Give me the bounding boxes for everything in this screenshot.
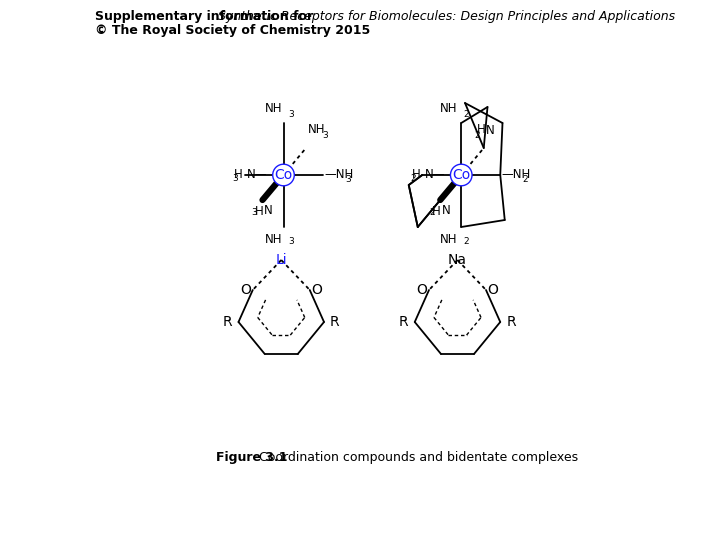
Text: Co: Co: [452, 168, 470, 182]
Text: O: O: [311, 283, 322, 297]
Text: O: O: [417, 283, 428, 297]
Text: N: N: [264, 204, 273, 217]
Text: Figure 3.1: Figure 3.1: [216, 450, 287, 463]
Text: 2: 2: [464, 237, 469, 246]
Text: NH: NH: [308, 123, 325, 136]
Text: N: N: [486, 124, 495, 137]
Text: 3: 3: [251, 208, 257, 217]
Text: Supplementary information for: Supplementary information for: [95, 10, 318, 23]
Text: H: H: [254, 205, 264, 218]
Text: NH: NH: [440, 233, 457, 246]
Text: 2: 2: [429, 208, 435, 217]
Text: NH: NH: [440, 102, 457, 115]
Text: N—: N—: [247, 168, 267, 181]
Text: R: R: [330, 315, 340, 329]
Text: R: R: [399, 315, 409, 329]
Text: 2: 2: [410, 174, 415, 183]
Text: Na: Na: [448, 253, 467, 267]
Text: © The Royal Society of Chemistry 2015: © The Royal Society of Chemistry 2015: [95, 24, 371, 37]
Text: NH: NH: [265, 102, 283, 115]
Text: NH: NH: [265, 233, 283, 246]
Text: 3: 3: [345, 174, 351, 184]
Text: R: R: [506, 315, 516, 329]
Text: 3: 3: [232, 174, 238, 183]
Text: Li: Li: [276, 253, 287, 267]
Text: N—: N—: [425, 168, 445, 181]
Text: 2: 2: [464, 110, 469, 119]
Text: 2: 2: [523, 174, 528, 184]
Text: H: H: [234, 168, 243, 181]
Text: H: H: [477, 123, 485, 136]
Text: Coordination compounds and bidentate complexes: Coordination compounds and bidentate com…: [255, 450, 578, 463]
Text: 3: 3: [288, 237, 294, 246]
Text: —NH: —NH: [502, 168, 531, 181]
Text: 3: 3: [323, 131, 328, 140]
Text: Synthetic Receptors for Biomolecules: Design Principles and Applications: Synthetic Receptors for Biomolecules: De…: [217, 10, 675, 23]
Text: O: O: [240, 283, 251, 297]
Text: H: H: [412, 168, 420, 181]
Text: 2: 2: [474, 131, 480, 140]
Text: H: H: [432, 205, 441, 218]
Text: 3: 3: [288, 110, 294, 119]
Text: Co: Co: [274, 168, 292, 182]
Text: —NH: —NH: [324, 168, 354, 181]
Text: N: N: [442, 204, 451, 217]
Text: R: R: [223, 315, 233, 329]
Text: O: O: [487, 283, 498, 297]
